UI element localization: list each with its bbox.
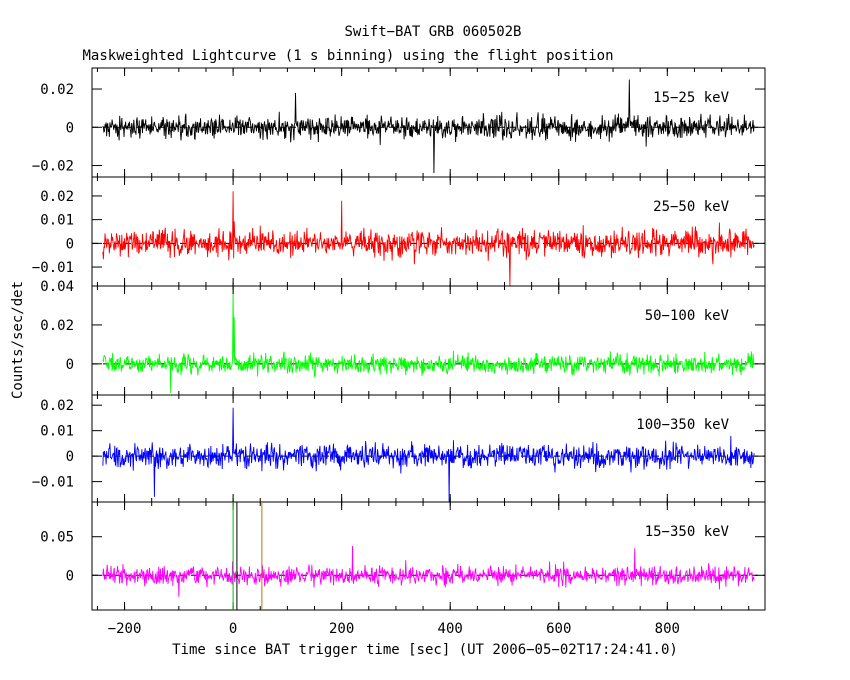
panel-frame-2 bbox=[91, 285, 766, 396]
panel-frame-3 bbox=[91, 394, 766, 503]
y-tick-label-4-1: 0.05 bbox=[40, 530, 74, 546]
y-tick-label-0-1: 0 bbox=[66, 120, 74, 136]
y-tick-label-3-2: 0.01 bbox=[40, 424, 74, 440]
panel-frame-1 bbox=[91, 176, 766, 287]
x-tick-label-5: 800 bbox=[655, 621, 680, 637]
band-label-2: 50−100 keV bbox=[645, 308, 730, 324]
band-label-3: 100−350 keV bbox=[636, 417, 729, 433]
y-tick-label-0-2: 0.02 bbox=[40, 82, 74, 98]
y-tick-label-2-1: 0.02 bbox=[40, 318, 74, 334]
x-tick-label-4: 600 bbox=[546, 621, 571, 637]
lightcurve-series-4 bbox=[102, 545, 755, 597]
lightcurve-series-1 bbox=[102, 191, 755, 287]
y-tick-label-3-0: −0.01 bbox=[32, 475, 74, 491]
lightcurve-series-0 bbox=[102, 79, 755, 174]
y-tick-label-3-3: 0.02 bbox=[40, 398, 74, 414]
y-axis-label: Counts/sec/det bbox=[10, 281, 26, 399]
chart-subtitle: Maskweighted Lightcurve (1 s binning) us… bbox=[82, 48, 613, 64]
lightcurve-series-2 bbox=[102, 285, 755, 394]
y-tick-label-1-2: 0.01 bbox=[40, 213, 74, 229]
band-label-0: 15−25 keV bbox=[653, 90, 729, 106]
x-tick-label-2: 200 bbox=[329, 621, 354, 637]
x-tick-label-0: −200 bbox=[108, 621, 142, 637]
x-tick-label-3: 400 bbox=[438, 621, 463, 637]
y-tick-label-1-3: 0.02 bbox=[40, 189, 74, 205]
x-axis-label: Time since BAT trigger time [sec] (UT 20… bbox=[172, 642, 678, 658]
y-tick-label-1-0: −0.01 bbox=[32, 260, 74, 276]
y-tick-label-2-0: 0 bbox=[66, 357, 74, 373]
lightcurve-series-3 bbox=[102, 407, 755, 503]
y-tick-label-2-2: 0.04 bbox=[40, 279, 74, 295]
y-tick-label-1-1: 0 bbox=[66, 236, 74, 252]
y-tick-label-0-0: −0.02 bbox=[32, 159, 74, 175]
chart-title: Swift−BAT GRB 060502B bbox=[344, 24, 521, 40]
panel-frame-4 bbox=[91, 501, 766, 611]
band-label-4: 15−350 keV bbox=[645, 524, 730, 540]
band-label-1: 25−50 keV bbox=[653, 199, 729, 215]
y-tick-label-3-1: 0 bbox=[66, 449, 74, 465]
y-tick-label-4-0: 0 bbox=[66, 568, 74, 584]
panels-group: −0.02 0 0.02 15−25 keV −0.01 0 0.01 0.02 25−50 k… bbox=[32, 67, 766, 637]
x-tick-label-1: 0 bbox=[229, 621, 237, 637]
